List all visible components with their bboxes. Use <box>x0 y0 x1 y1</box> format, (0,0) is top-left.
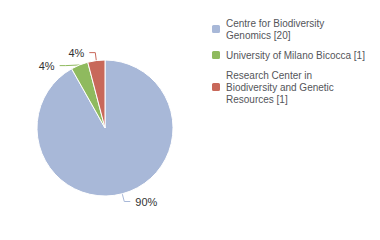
svg-text:4%: 4% <box>68 47 84 59</box>
svg-text:Genomics [20]: Genomics [20] <box>226 30 291 41</box>
svg-text:90%: 90% <box>135 196 157 208</box>
svg-text:Centre for Biodiversity: Centre for Biodiversity <box>226 18 324 29</box>
svg-text:4%: 4% <box>39 60 55 72</box>
svg-text:University of Milano Bicocca [: University of Milano Bicocca [1] <box>226 50 365 61</box>
svg-text:Research Center in: Research Center in <box>226 70 312 81</box>
svg-text:Biodiversity and Genetic: Biodiversity and Genetic <box>226 82 334 93</box>
svg-text:Resources [1]: Resources [1] <box>226 94 288 105</box>
